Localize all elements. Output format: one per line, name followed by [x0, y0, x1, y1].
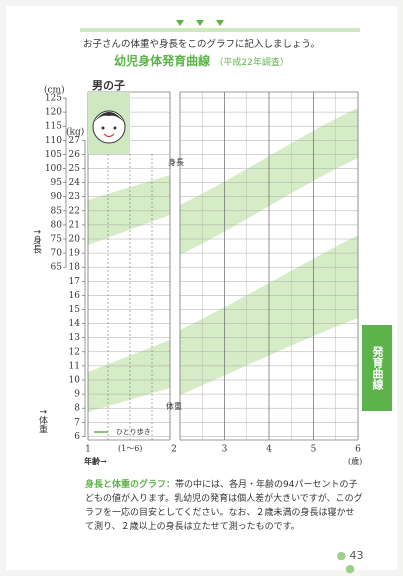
instruction: お子さんの体重や身長をこのグラフに記入しましょう。 — [83, 39, 320, 50]
age-tick-label: 5 — [311, 445, 317, 455]
height-band — [88, 175, 170, 245]
weight-tick-label: 21 — [69, 220, 80, 230]
height-tick-label: 115 — [45, 122, 62, 132]
dot: ● — [336, 549, 347, 562]
header-marks — [176, 20, 224, 26]
weight-tick-label: 10 — [69, 376, 81, 386]
weight-tick-label: 26 — [69, 150, 81, 160]
age-tick-label: 4 — [266, 445, 272, 455]
weight-band — [88, 340, 170, 412]
height-tick-label: 65 — [51, 263, 63, 273]
height-tick-label: 90 — [51, 192, 63, 202]
eye — [113, 126, 117, 130]
height-unit: (cm) — [44, 85, 65, 96]
dot: ● — [345, 562, 355, 575]
age-tick-label: 6 — [355, 445, 361, 455]
caption-lead: 身長と体重のグラフ： — [85, 480, 176, 490]
weight-tick-label: 14 — [69, 319, 81, 329]
boy-hair — [94, 112, 124, 122]
weight-tick-label: 27 — [69, 136, 81, 146]
weight-tick-label: 8 — [74, 404, 80, 414]
weight-tick-label: 15 — [69, 305, 81, 315]
weight-tick-label: 19 — [69, 249, 81, 259]
weight-axis-label: ↑体重 — [37, 408, 47, 434]
caption-body: 帯の中には、各月・年齢の94パーセントの子どもの値が入ります。乳幼児の発育は個人… — [85, 480, 363, 532]
x-unit: (歳) — [348, 456, 362, 466]
age-tick-label: 1 — [85, 445, 91, 455]
age-tick-label: 3 — [222, 445, 228, 455]
side-tab[interactable]: 発育曲線 — [362, 325, 392, 411]
title-text: 幼児身体発育曲線 — [114, 54, 211, 68]
height-tick-label: 80 — [51, 220, 63, 230]
height-tick-label: 100 — [45, 164, 62, 174]
page-number-text: 43 — [349, 549, 364, 562]
header-bar — [80, 28, 360, 32]
weight-tick-label: 17 — [69, 277, 81, 287]
age-tick-label: 2 — [171, 445, 177, 455]
height-tick-label: 110 — [45, 136, 62, 146]
subtitle: （平成22年調査） — [214, 58, 289, 68]
mouth — [103, 133, 115, 138]
sex-label: 男の子 — [92, 79, 125, 92]
weight-tick-label: 20 — [69, 235, 81, 245]
weight-tick-label: 22 — [69, 206, 80, 216]
weight-band-label: 体重 — [166, 401, 182, 411]
weight-tick-label: 23 — [69, 192, 81, 202]
height-tick-label: 105 — [45, 150, 62, 160]
height-tick-label: 125 — [45, 94, 62, 104]
boy-face — [92, 110, 126, 144]
height-tick-label: 75 — [51, 235, 63, 245]
weight-tick-label: 13 — [69, 333, 81, 343]
weight-tick-label: 25 — [69, 164, 81, 174]
title: 幼児身体発育曲線 （平成22年調査） — [0, 52, 403, 69]
height-tick-label: 70 — [51, 249, 63, 259]
height-tick-label: 85 — [51, 206, 63, 216]
weight-tick-label: 11 — [69, 361, 80, 371]
weight-tick-label: 12 — [69, 347, 80, 357]
page-number: ● 43 ● — [330, 549, 370, 575]
weight-tick-label: 18 — [69, 263, 81, 273]
weight-tick-label: 24 — [69, 178, 81, 188]
weight-tick-label: 6 — [74, 432, 80, 442]
height-band-label: 身長 — [168, 157, 184, 167]
age-range-note: (1〜6) — [118, 444, 142, 453]
weight-tick-label: 7 — [74, 418, 80, 428]
weight-tick-label: 9 — [74, 390, 80, 400]
height-axis-label: ↑身長 — [31, 228, 41, 254]
x-axis-label: 年齢→ — [84, 456, 107, 466]
weight-unit: (kg) — [66, 127, 84, 138]
weight-tick-label: 16 — [69, 291, 81, 301]
height-tick-label: 95 — [51, 178, 63, 188]
caption: 身長と体重のグラフ：帯の中には、各月・年齢の94パーセントの子どもの値が入ります… — [85, 478, 363, 534]
walking-label: ひとり歩き — [116, 427, 151, 436]
height-tick-label: 120 — [45, 108, 62, 118]
eye — [101, 126, 105, 130]
